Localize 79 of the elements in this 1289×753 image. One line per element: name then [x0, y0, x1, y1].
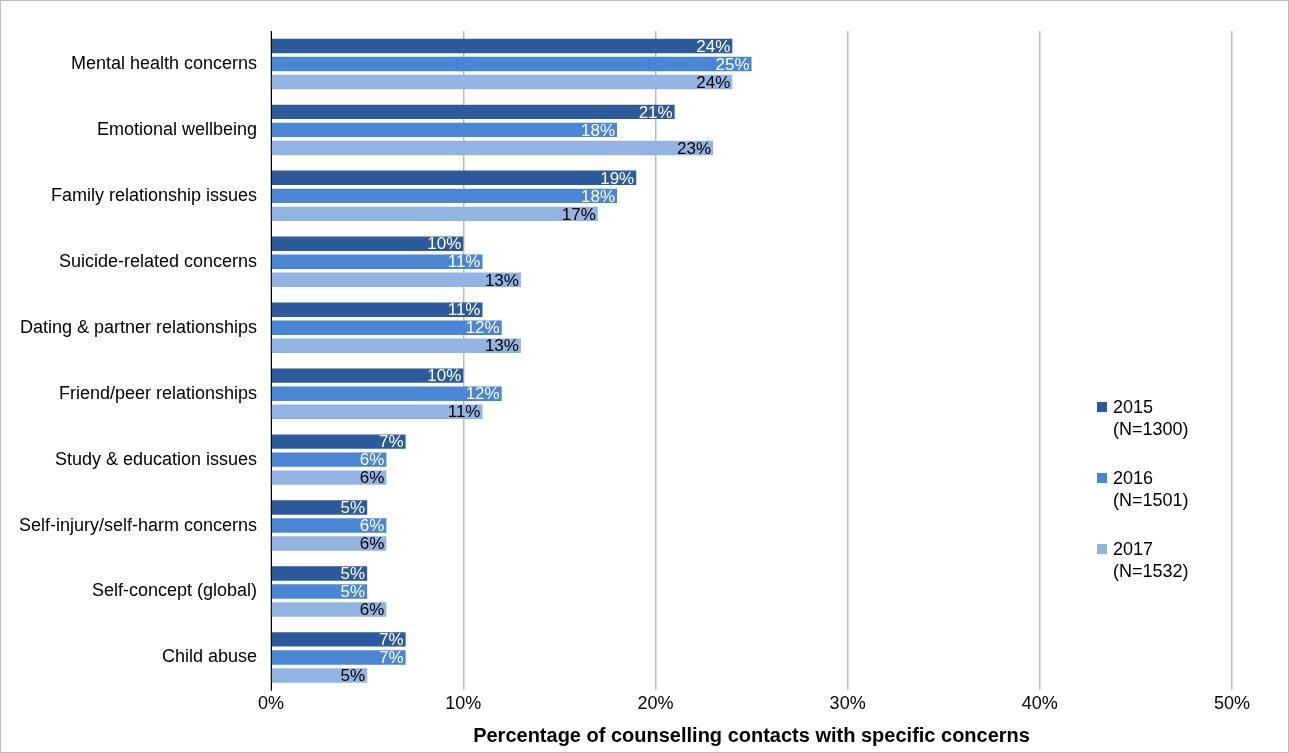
data-label: 5%	[340, 582, 366, 602]
data-label: 24%	[696, 72, 731, 92]
x-tick-label: 50%	[1213, 693, 1251, 714]
bar	[271, 254, 483, 269]
data-label: 7%	[379, 630, 404, 650]
data-label: 6%	[359, 468, 385, 488]
data-label: 5%	[340, 564, 366, 584]
data-label: 18%	[580, 120, 616, 140]
bar	[271, 38, 733, 54]
data-label: 10%	[427, 234, 462, 254]
legend-label: 2015 (N=1300)	[1113, 396, 1190, 440]
bar	[271, 122, 618, 138]
legend-label: 2016 (N=1501)	[1113, 467, 1190, 511]
bar	[271, 338, 521, 353]
data-label: 12%	[465, 384, 500, 404]
x-tick-label: 40%	[1021, 693, 1058, 714]
data-label: 10%	[427, 366, 462, 386]
data-label: 6%	[359, 600, 385, 620]
data-label: 24%	[696, 36, 731, 56]
data-label: 5%	[340, 666, 366, 686]
bar	[271, 170, 637, 186]
bar	[271, 206, 598, 222]
bar	[271, 518, 387, 533]
data-label: 19%	[600, 168, 635, 188]
bar	[271, 632, 406, 647]
bar	[271, 104, 675, 120]
bar	[271, 188, 618, 204]
y-tick-label: Family relationship issues	[51, 184, 258, 205]
data-label: 6%	[359, 534, 385, 554]
y-tick-label: Suicide-related concerns	[58, 250, 258, 271]
bar	[271, 566, 368, 581]
bar	[271, 272, 521, 288]
data-label: 5%	[340, 498, 366, 518]
data-label: 6%	[359, 516, 385, 536]
data-label: 13%	[484, 336, 519, 356]
y-tick-label: Mental health concerns	[70, 52, 258, 73]
data-label: 11%	[447, 300, 481, 320]
x-tick-label: 20%	[637, 693, 674, 714]
y-tick-label: Study & education issues	[54, 448, 258, 469]
x-tick-label: 0%	[258, 693, 285, 714]
data-label: 17%	[561, 204, 596, 224]
data-label: 11%	[447, 252, 481, 272]
bar	[271, 320, 502, 335]
y-tick-label: Child abuse	[162, 646, 258, 667]
x-tick-label: 10%	[445, 693, 482, 714]
y-tick-label: Dating & partner relationships	[19, 316, 258, 337]
y-tick-label: Emotional wellbeing	[96, 118, 258, 139]
bar	[271, 368, 464, 383]
bar	[271, 602, 387, 617]
bar	[271, 500, 368, 515]
y-tick-label: Self-injury/self-harm concerns	[19, 514, 258, 535]
bar	[271, 302, 483, 317]
bar	[271, 650, 406, 665]
bar	[271, 584, 368, 599]
bar	[271, 74, 733, 90]
data-label: 7%	[379, 432, 404, 452]
bar	[271, 452, 387, 467]
y-tick-label: Friend/peer relationships	[58, 382, 258, 403]
bar	[271, 536, 387, 551]
data-label: 11%	[447, 402, 481, 422]
bar	[271, 56, 752, 72]
y-tick-label: Self-concept (global)	[91, 580, 258, 601]
data-label: 12%	[465, 318, 500, 338]
x-axis-title: Percentage of counselling contacts with specific concerns	[473, 723, 1030, 746]
bar	[271, 404, 483, 419]
legend-label: 2017 (N=1532)	[1113, 538, 1190, 582]
bar	[271, 470, 387, 485]
x-tick-label: 30%	[829, 693, 866, 714]
data-label: 25%	[715, 54, 750, 74]
data-label: 23%	[677, 138, 712, 158]
data-label: 18%	[580, 186, 616, 206]
data-label: 13%	[484, 270, 519, 290]
data-label: 6%	[359, 450, 385, 470]
bar	[271, 668, 368, 683]
data-label: 7%	[379, 648, 404, 668]
data-label: 21%	[638, 102, 673, 122]
bar	[271, 386, 502, 401]
bar	[271, 140, 714, 156]
bar	[271, 434, 406, 449]
